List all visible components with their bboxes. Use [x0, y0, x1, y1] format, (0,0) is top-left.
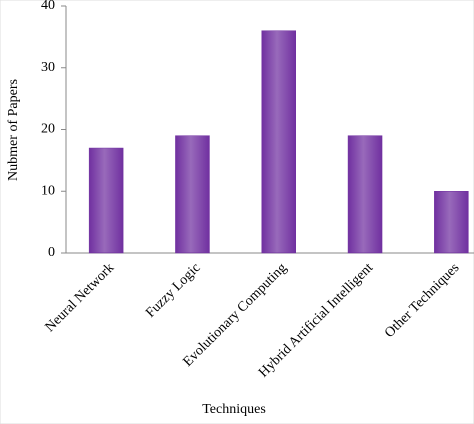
bar	[88, 147, 124, 254]
bar	[175, 135, 210, 254]
y-tick-label: 10	[41, 183, 55, 198]
y-tick-label: 30	[41, 60, 55, 75]
x-axis-title: Techniques	[202, 402, 266, 417]
y-tick-label: 40	[41, 0, 55, 13]
y-tick-label: 0	[48, 245, 55, 260]
y-tick-label: 20	[41, 122, 55, 137]
bar	[261, 30, 296, 254]
y-axis-title: Nubmer of Papers	[6, 79, 21, 181]
bar	[347, 135, 383, 254]
bar	[434, 191, 469, 254]
